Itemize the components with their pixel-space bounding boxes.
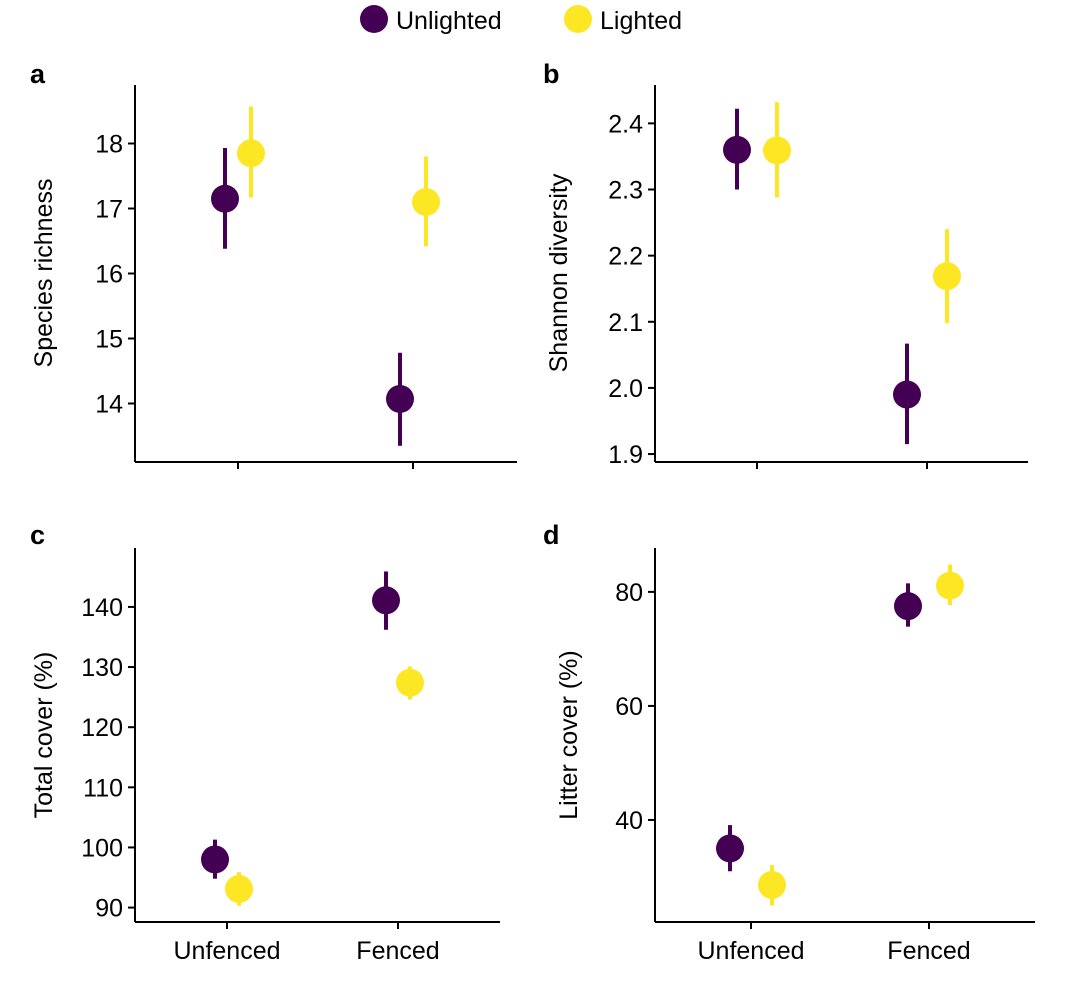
y-axis-title: Shannon diversity [545, 173, 573, 372]
data-point [237, 139, 265, 168]
x-tick-label: Fenced [887, 937, 970, 965]
data-point [758, 870, 786, 899]
legend: Unlighted Lighted [360, 5, 682, 35]
y-axis-title: Species richness [30, 179, 58, 368]
data-point [936, 571, 964, 600]
data-point [933, 262, 961, 291]
y-tick-label: 17 [95, 196, 123, 224]
panel-b: b 1.9 2.0 2.1 2.2 2.3 2.4 Shannon diversity [543, 59, 1028, 469]
data-point [201, 845, 229, 874]
data-point [893, 380, 921, 409]
series-unlighted [201, 571, 400, 879]
panel-letter: a [30, 59, 46, 89]
series-unlighted [723, 108, 921, 445]
panel-d: d 40 60 80 Unfenced Fenced Litter cover (%) [543, 520, 1035, 965]
legend-item: Lighted [564, 5, 682, 35]
x-tick-label: Unfenced [697, 937, 804, 965]
y-tick-label: 130 [81, 654, 123, 682]
y-tick-label: 80 [615, 579, 643, 607]
y-tick-label: 90 [95, 895, 123, 923]
legend-label: Lighted [600, 7, 682, 35]
data-point [396, 668, 424, 697]
data-point [386, 384, 414, 413]
series-unlighted [211, 148, 414, 446]
y-tick-label: 40 [615, 807, 643, 835]
data-point [894, 592, 922, 621]
y-tick-label: 18 [95, 131, 123, 159]
panel-letter: c [30, 520, 45, 550]
data-point [211, 184, 239, 213]
data-point [723, 135, 751, 164]
panel-c: c 90 100 110 120 130 140 Unfenced Fenced Total co… [30, 520, 500, 965]
series-lighted [763, 102, 961, 324]
series-lighted [225, 666, 424, 906]
legend-marker [360, 5, 388, 33]
legend-marker [564, 5, 592, 33]
y-tick-label: 2.1 [608, 309, 643, 337]
x-tick-label: Unfenced [173, 937, 280, 965]
y-tick-label: 1.9 [608, 441, 643, 469]
legend-label: Unlighted [396, 7, 502, 35]
y-tick-label: 110 [83, 774, 123, 802]
y-tick-label: 2.3 [608, 177, 643, 205]
y-tick-label: 2.4 [608, 110, 643, 138]
data-point [412, 188, 440, 216]
panel-a: a 14 15 16 17 18 Species richness [30, 59, 517, 469]
y-axis-title: Total cover (%) [30, 652, 58, 819]
panels: a 14 15 16 17 18 Species richness b 1.9 2.0 2.1 2.2… [30, 59, 1035, 965]
panel-letter: d [543, 520, 560, 550]
data-point [763, 136, 791, 165]
data-point [716, 834, 744, 863]
data-point [225, 874, 253, 903]
series-lighted [237, 106, 440, 247]
y-axis-title: Litter cover (%) [555, 650, 583, 819]
y-tick-label: 60 [615, 693, 643, 721]
series-lighted [758, 564, 964, 906]
y-tick-label: 14 [95, 391, 123, 419]
panel-letter: b [543, 59, 560, 89]
y-tick-label: 140 [81, 594, 123, 622]
y-tick-label: 100 [81, 834, 123, 862]
series-unlighted [716, 583, 922, 872]
y-tick-label: 16 [95, 261, 123, 289]
data-point [372, 586, 400, 615]
y-tick-label: 2.0 [608, 375, 643, 403]
legend-item: Unlighted [360, 5, 502, 35]
y-tick-label: 2.2 [608, 243, 643, 271]
y-tick-label: 120 [81, 714, 123, 742]
y-tick-label: 15 [95, 326, 123, 354]
x-tick-label: Fenced [356, 937, 439, 965]
